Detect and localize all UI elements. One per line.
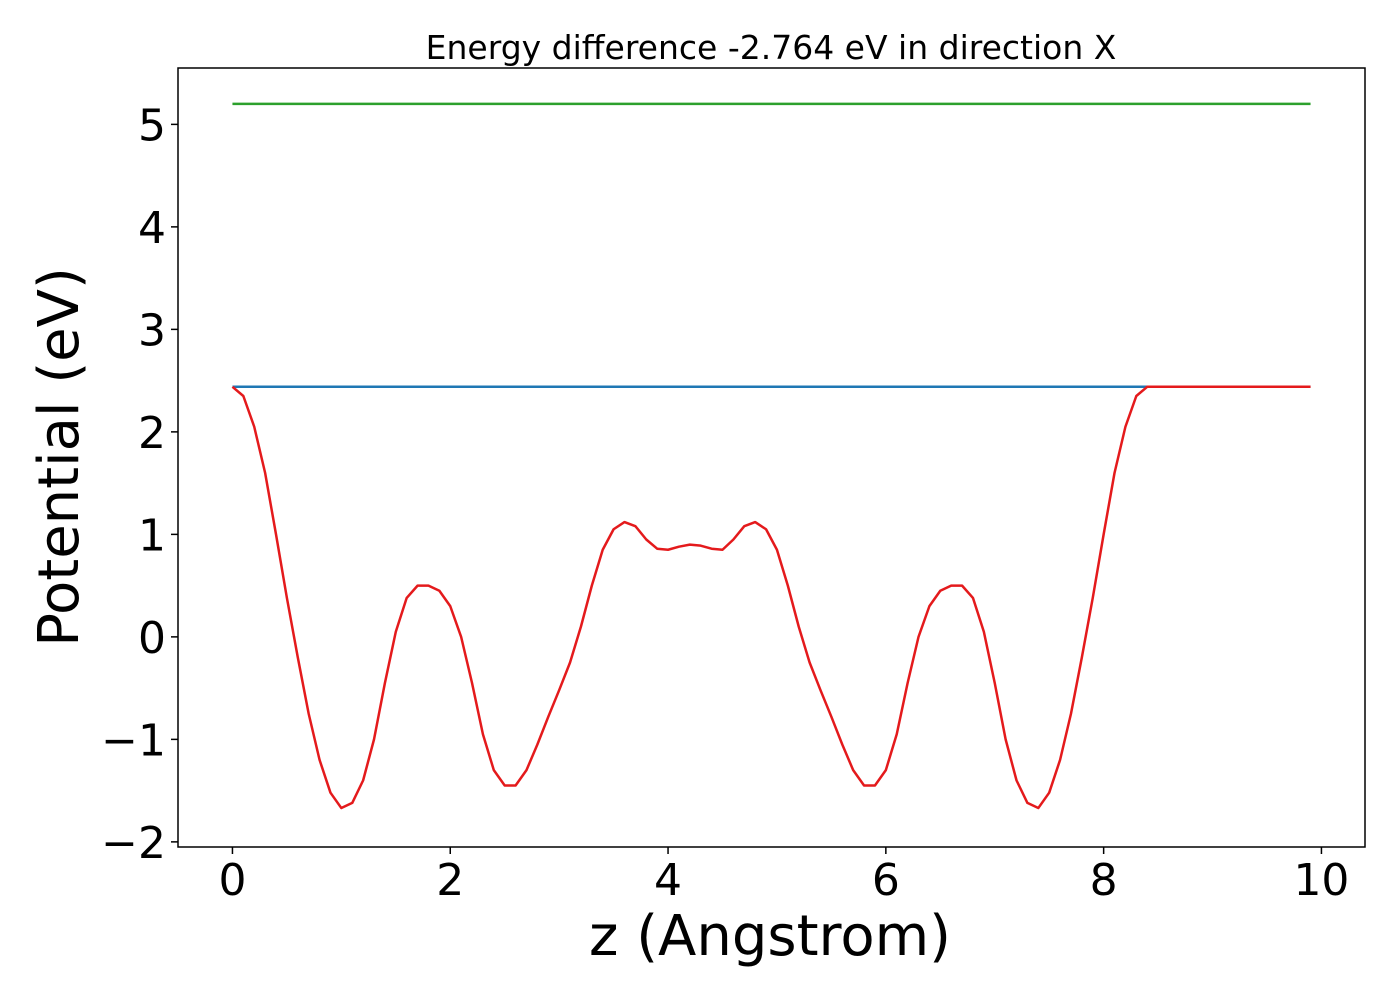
- x-tick-label: 8: [1090, 855, 1118, 906]
- y-axis-label: Potential (eV): [27, 267, 92, 647]
- y-tick-label: 1: [138, 510, 166, 561]
- x-axis-label: z (Angstrom): [589, 904, 951, 969]
- y-tick-label: 2: [138, 408, 166, 459]
- x-tick-label: 2: [436, 855, 464, 906]
- x-axis: 0 2 4 6 8 10: [218, 847, 1349, 906]
- x-tick-label: 6: [872, 855, 900, 906]
- y-tick-label: 0: [138, 613, 166, 664]
- x-tick-label: 4: [654, 855, 682, 906]
- y-tick-label: −2: [101, 818, 166, 869]
- y-axis: −2 −1 0 1 2 3 4 5: [101, 100, 178, 869]
- series-layer: [231, 102, 1311, 810]
- y-tick-label: 3: [138, 305, 166, 356]
- y-tick-label: −1: [101, 715, 166, 766]
- chart-title: Energy difference -2.764 eV in direction…: [426, 28, 1117, 67]
- plot-frame: [177, 67, 1366, 848]
- y-tick-label: 5: [138, 100, 166, 151]
- red-potential-curve: [231, 385, 1311, 810]
- x-tick-label: 10: [1293, 855, 1349, 906]
- x-tick-label: 0: [218, 855, 246, 906]
- y-tick-label: 4: [138, 203, 166, 254]
